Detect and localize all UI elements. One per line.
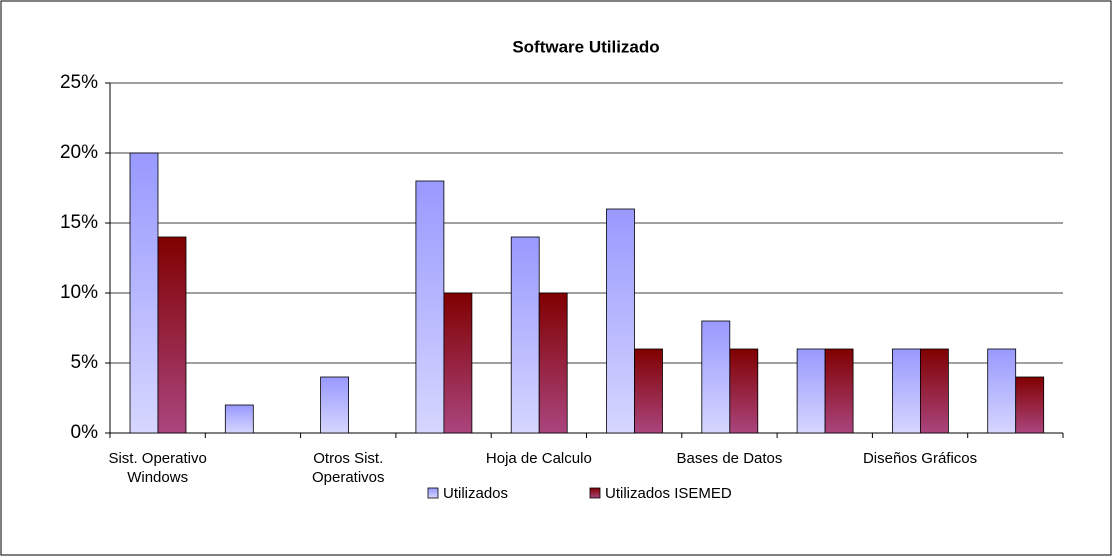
- legend-swatch: [427, 487, 439, 499]
- legend-label: Utilizados ISEMED: [605, 485, 732, 502]
- bar: [320, 376, 350, 434]
- y-tick-label: 10%: [60, 282, 98, 303]
- bar: [987, 348, 1017, 434]
- bar: [606, 208, 635, 434]
- bar: [224, 404, 254, 434]
- bar: [1015, 376, 1045, 434]
- bar: [443, 292, 473, 434]
- bar: [415, 180, 445, 434]
- bar: [892, 348, 921, 434]
- bar: [538, 292, 568, 434]
- y-tick-label: 5%: [71, 352, 99, 373]
- y-tick-label: 25%: [60, 72, 98, 93]
- chart-title: Software Utilizado: [512, 37, 659, 56]
- legend-swatch: [589, 487, 601, 499]
- x-tick-label: Sist. Operativo Windows: [108, 450, 206, 486]
- y-tick-label: 15%: [60, 212, 98, 233]
- x-tick-label: Otros Sist. Operativos: [312, 450, 385, 486]
- legend-label: Utilizados: [443, 485, 508, 502]
- y-tick-label: 0%: [71, 422, 99, 443]
- x-tick-label: Diseños Gráficos: [863, 450, 977, 467]
- bar: [701, 320, 731, 434]
- bar: [824, 348, 854, 434]
- x-tick-label: Hoja de Calculo: [486, 450, 592, 467]
- y-tick-label: 20%: [60, 142, 98, 163]
- bar: [634, 348, 663, 434]
- bar: [920, 348, 949, 434]
- bar: [796, 348, 826, 434]
- x-tick-label: Bases de Datos: [676, 450, 782, 467]
- bar: [157, 236, 187, 434]
- bar: [729, 348, 759, 434]
- bar: [129, 152, 159, 434]
- bar: [510, 236, 540, 434]
